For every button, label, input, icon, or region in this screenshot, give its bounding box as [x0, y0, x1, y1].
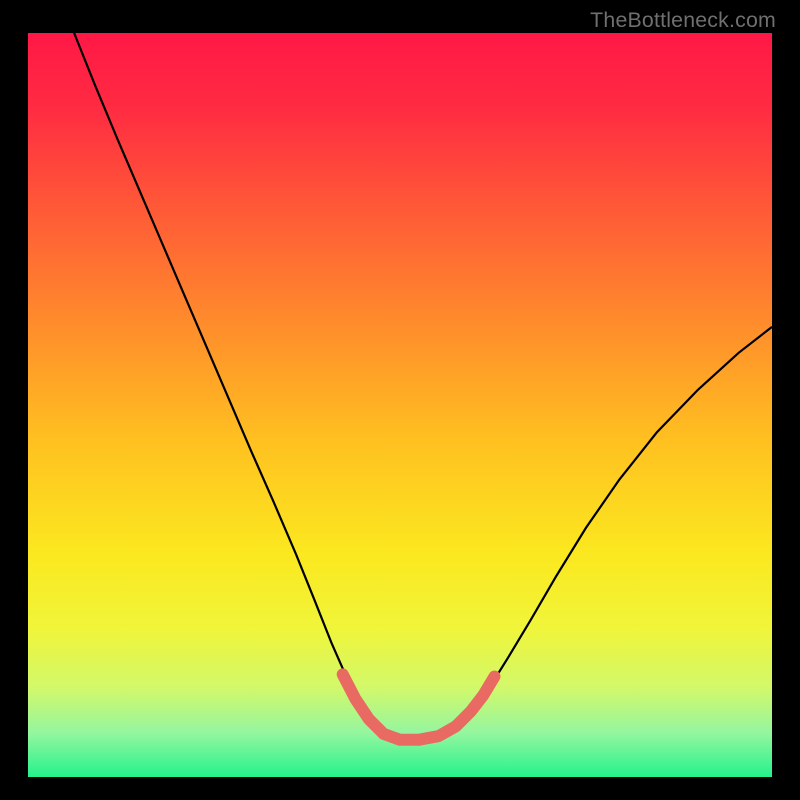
plot-area: [28, 33, 772, 777]
watermark-text: TheBottleneck.com: [590, 8, 776, 33]
chart-frame: TheBottleneck.com: [0, 0, 800, 800]
chart-svg: [28, 33, 772, 777]
gradient-background: [28, 33, 772, 777]
